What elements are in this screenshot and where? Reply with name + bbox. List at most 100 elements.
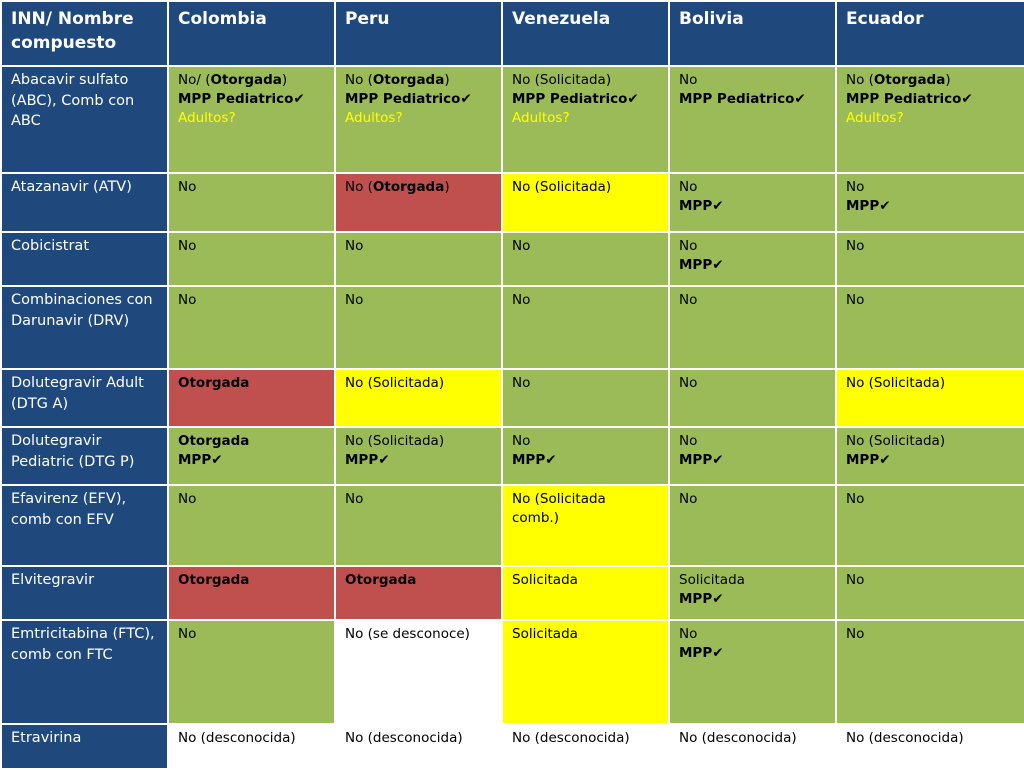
- status-cell-venezuela: No: [501, 285, 670, 370]
- status-text-bold: Otorgada: [873, 72, 946, 88]
- status-cell-bolivia: Solicitada MPP✔: [668, 565, 837, 621]
- status-text: No: [846, 292, 865, 308]
- status-line: No (Otorgada): [846, 71, 1016, 90]
- status-line: MPP✔: [178, 451, 326, 470]
- status-line: MPP✔: [679, 256, 827, 275]
- status-text: No: [178, 179, 197, 195]
- table-row: Efavirenz (EFV), comb con EFV No No No (Sol…: [0, 484, 1024, 567]
- status-line: MPP Pediatrico✔: [679, 90, 827, 109]
- status-line: MPP✔: [679, 197, 827, 216]
- status-cell-bolivia: No MPP Pediatrico✔: [668, 65, 837, 174]
- status-text: No: [178, 626, 197, 642]
- status-text: No (desconocida): [846, 730, 964, 746]
- status-text: No (Solicitada: [512, 491, 606, 507]
- status-cell-ecuador: No: [835, 619, 1024, 725]
- status-cell-peru: No: [334, 484, 503, 567]
- row-compound-name: Dolutegravir Pediatric (DTG P): [0, 426, 169, 486]
- status-cell-bolivia: No (desconocida): [668, 723, 837, 770]
- table-row: Abacavir sulfato (ABC), Comb con ABC No/ …: [0, 65, 1024, 174]
- status-line: MPP Pediatrico✔: [178, 90, 326, 109]
- status-line: No: [512, 374, 660, 393]
- status-line: No: [345, 490, 493, 509]
- header-inn-compound: INN/ Nombre compuesto: [0, 0, 169, 67]
- status-text-bold: Otorgada: [178, 572, 250, 588]
- status-text: No (: [345, 72, 373, 88]
- table-row: Elvitegravir Otorgada Otorgada Solicitada So…: [0, 565, 1024, 621]
- status-text: No (Solicitada): [846, 433, 946, 449]
- status-text: ): [444, 72, 450, 88]
- status-cell-ecuador: No (Solicitada): [835, 368, 1024, 428]
- header-venezuela: Venezuela: [501, 0, 670, 67]
- status-line: No: [178, 625, 326, 644]
- status-text: No: [679, 292, 698, 308]
- status-line: Otorgada: [178, 374, 326, 393]
- status-text: No (Solicitada): [512, 179, 612, 195]
- status-text: No: [345, 238, 364, 254]
- status-line: No: [679, 432, 827, 451]
- status-cell-venezuela: No (Solicitada) MPP Pediatrico✔ Adultos?: [501, 65, 670, 174]
- header-peru: Peru: [334, 0, 503, 67]
- status-line: No: [345, 237, 493, 256]
- status-text: No (desconocida): [178, 730, 296, 746]
- status-text: comb.): [512, 510, 559, 526]
- status-line: No (Solicitada): [846, 374, 1016, 393]
- status-text-bold: MPP✔: [679, 257, 724, 273]
- status-text-bold: MPP✔: [345, 452, 390, 468]
- status-cell-bolivia: No MPP✔: [668, 426, 837, 486]
- status-text: No: [178, 292, 197, 308]
- status-line: No: [846, 490, 1016, 509]
- status-text-bold: Otorgada: [210, 72, 282, 88]
- status-text-bold: MPP✔: [512, 452, 557, 468]
- status-line: Adultos?: [846, 109, 1016, 128]
- status-cell-peru: No (Solicitada): [334, 368, 503, 428]
- row-compound-name: Abacavir sulfato (ABC), Comb con ABC: [0, 65, 169, 174]
- status-text: Solicitada: [512, 572, 578, 588]
- status-line: No: [679, 237, 827, 256]
- status-line: MPP✔: [345, 451, 493, 470]
- status-cell-colombia: Otorgada MPP✔: [167, 426, 336, 486]
- status-cell-venezuela: No (Solicitada comb.): [501, 484, 670, 567]
- status-text: No: [679, 179, 698, 195]
- status-text: No: [679, 72, 698, 88]
- status-cell-colombia: Otorgada: [167, 565, 336, 621]
- status-cell-colombia: No: [167, 172, 336, 233]
- status-text: No (se desconoce): [345, 626, 470, 642]
- status-text-bold: MPP Pediatrico✔: [512, 91, 639, 107]
- status-text-bold: MPP Pediatrico✔: [345, 91, 472, 107]
- status-line: No: [345, 291, 493, 310]
- status-cell-bolivia: No MPP✔: [668, 231, 837, 287]
- status-text: No: [846, 491, 865, 507]
- status-text: ): [281, 72, 288, 88]
- status-text: No: [846, 179, 865, 195]
- status-line: No (desconocida): [345, 729, 493, 748]
- header-ecuador: Ecuador: [835, 0, 1024, 67]
- status-cell-peru: No (Solicitada) MPP✔: [334, 426, 503, 486]
- status-text-bold: Otorgada: [178, 433, 250, 449]
- status-cell-bolivia: No MPP✔: [668, 619, 837, 725]
- status-text-bold: MPP✔: [679, 198, 724, 214]
- status-line: MPP✔: [512, 451, 660, 470]
- status-line: No: [846, 237, 1016, 256]
- status-line: No: [512, 432, 660, 451]
- status-cell-peru: Otorgada: [334, 565, 503, 621]
- status-cell-ecuador: No: [835, 484, 1024, 567]
- status-line: No: [512, 237, 660, 256]
- status-line: No (Solicitada): [846, 432, 1016, 451]
- status-cell-ecuador: No (desconocida): [835, 723, 1024, 770]
- status-line: No (Solicitada): [512, 71, 660, 90]
- status-text-bold: MPP✔: [679, 645, 724, 661]
- row-compound-name: Cobicistrat: [0, 231, 169, 287]
- status-line: No/ (Otorgada): [178, 71, 326, 90]
- status-line: No (desconocida): [846, 729, 1016, 748]
- status-text: No: [679, 626, 698, 642]
- status-text: No: [679, 375, 698, 391]
- status-text: ): [444, 179, 450, 195]
- status-line: No: [846, 571, 1016, 590]
- status-line: No: [679, 625, 827, 644]
- status-cell-ecuador: No: [835, 231, 1024, 287]
- status-text: No (: [846, 72, 874, 88]
- status-cell-venezuela: No: [501, 231, 670, 287]
- status-cell-colombia: No: [167, 484, 336, 567]
- table-row: Combinaciones con Darunavir (DRV) No No No N…: [0, 285, 1024, 370]
- status-line: No (Otorgada): [345, 71, 493, 90]
